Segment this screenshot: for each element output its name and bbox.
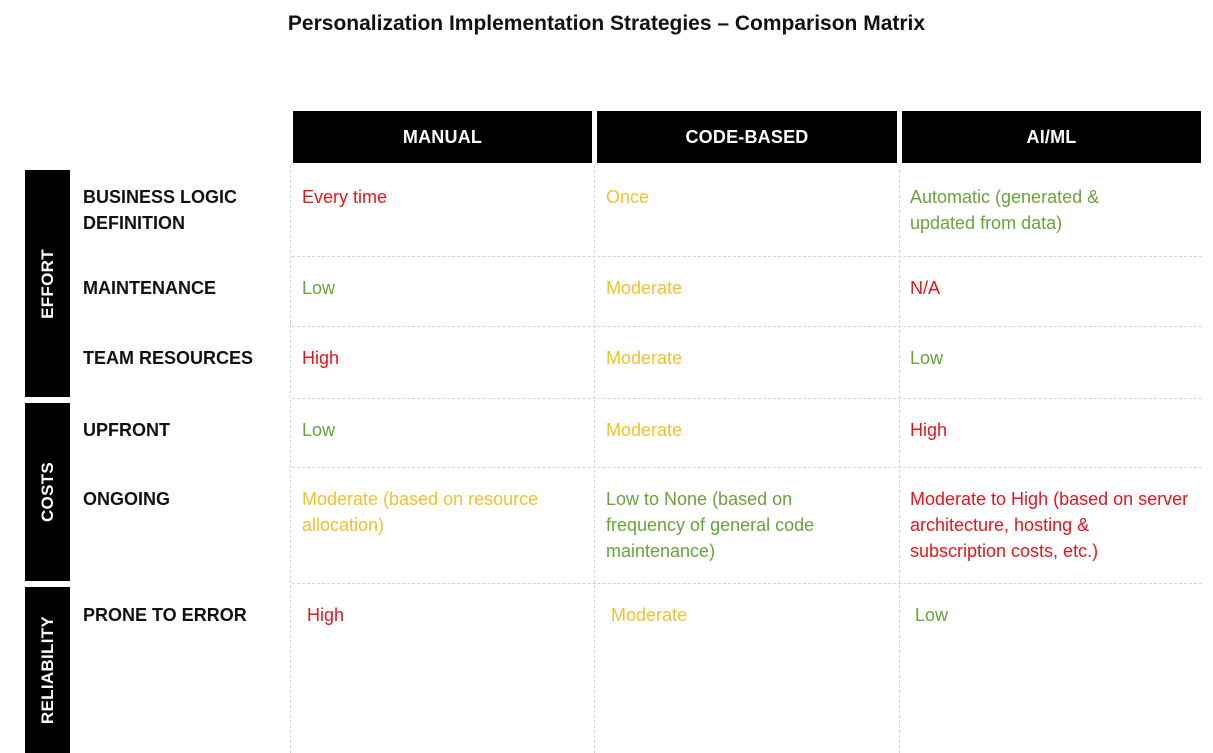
grid-divider [290, 165, 291, 753]
cell-manual-ongoing: Moderate (based on resource allocation) [302, 489, 539, 535]
cell-ai-ml-team-resources: Low [910, 348, 944, 368]
cell-code-based-upfront: Moderate [606, 420, 683, 440]
cell-ai-ml-ongoing: Moderate to High (based on server archit… [910, 489, 1189, 561]
cell-code-based-prone-to-error: Moderate [611, 605, 688, 625]
cell-code-based-maintenance: Moderate [606, 278, 683, 298]
cell-manual-prone-to-error: High [307, 605, 345, 625]
row-label-maintenance: MAINTENANCE [83, 278, 216, 298]
row-label-ongoing: ONGOING [83, 489, 171, 509]
row-label-team-resources: TEAM RESOURCES [83, 348, 254, 368]
page-title: Personalization Implementation Strategie… [287, 12, 926, 35]
group-label-costs: COSTS [37, 461, 57, 523]
row-label-business-logic-definition: BUSINESS LOGIC DEFINITION [83, 184, 283, 236]
cell-manual-maintenance: Low [302, 278, 336, 298]
cell-ai-ml-maintenance: N/A [910, 278, 941, 298]
column-header-ai-ml: AI/ML [902, 111, 1201, 163]
column-header-manual: MANUAL [293, 111, 592, 163]
cell-ai-ml-prone-to-error: Low [915, 605, 949, 625]
cell-ai-ml-business-logic: Automatic (generated & updated from data… [910, 187, 1100, 233]
row-label-upfront: UPFRONT [83, 420, 170, 440]
grid-divider [292, 398, 1202, 399]
group-reliability: RELIABILITY [25, 587, 70, 753]
cell-manual-upfront: Low [302, 420, 336, 440]
row-label-line: BUSINESS LOGIC [83, 187, 238, 207]
group-label-reliability: RELIABILITY [37, 615, 57, 725]
group-label-effort: EFFORT [37, 248, 57, 319]
grid-divider [292, 467, 1202, 468]
column-header-code-based: CODE-BASED [597, 111, 897, 163]
grid-divider [292, 583, 1202, 584]
cell-code-based-business-logic: Once [606, 187, 650, 207]
row-label-prone-to-error: PRONE TO ERROR [83, 605, 247, 625]
grid-divider [899, 165, 900, 753]
cell-manual-team-resources: High [302, 348, 340, 368]
row-label-line: DEFINITION [83, 213, 185, 233]
cell-manual-business-logic: Every time [302, 187, 388, 207]
group-costs: COSTS [25, 403, 70, 581]
cell-code-based-team-resources: Moderate [606, 348, 683, 368]
cell-ai-ml-upfront: High [910, 420, 948, 440]
group-effort: EFFORT [25, 170, 70, 397]
grid-divider [594, 165, 595, 753]
grid-divider [292, 256, 1202, 257]
grid-divider [292, 326, 1202, 327]
cell-code-based-ongoing: Low to None (based on frequency of gener… [606, 489, 815, 561]
